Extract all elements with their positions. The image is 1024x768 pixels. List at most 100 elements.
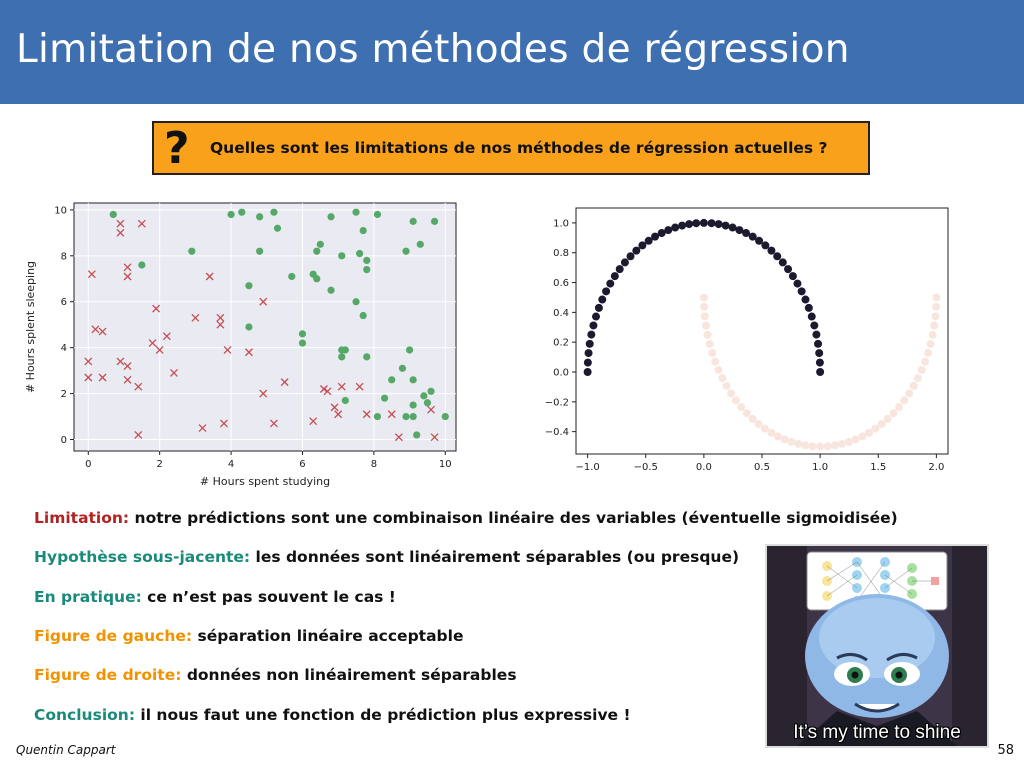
data-point: [259, 297, 268, 306]
bullet-line: Hypothèse sous-jacente: les données sont…: [34, 548, 739, 566]
data-point: [420, 392, 428, 400]
bullet-line: Limitation: notre prédictions sont une c…: [34, 509, 898, 527]
data-point: [327, 213, 335, 221]
data-point: [323, 387, 332, 396]
data-point: [219, 419, 228, 428]
data-point: [387, 410, 396, 419]
data-point: [700, 302, 709, 311]
megamind-illustration: [767, 546, 987, 746]
data-point: [737, 403, 746, 412]
right-moons-plot: −1.0 −0.5 0.0 0.5 1.0 1.5 2.0 −0.4 −0.2 0.0 0.2 0.4…: [545, 207, 949, 473]
data-point: [708, 348, 717, 357]
data-point: [810, 321, 819, 330]
question-box: ? Quelles sont les limitations de nos mé…: [152, 121, 870, 175]
data-point: [844, 437, 853, 446]
bullet-label: Conclusion:: [34, 706, 136, 724]
data-point: [909, 381, 918, 390]
data-point: [793, 279, 802, 288]
data-point: [591, 312, 600, 321]
data-point: [644, 236, 653, 245]
x-tick-label: 0: [85, 459, 91, 470]
data-point: [116, 219, 125, 228]
data-point: [288, 272, 296, 281]
data-point: [913, 374, 922, 383]
data-point: [823, 442, 832, 451]
data-point: [727, 389, 736, 398]
y-tick-label: 1.0: [553, 218, 569, 229]
data-point: [273, 224, 282, 232]
data-point: [761, 241, 770, 250]
data-point: [398, 364, 407, 372]
data-point: [355, 382, 364, 391]
bullet-text: ce n’est pas souvent le cas !: [141, 588, 396, 606]
x-tick-label: 2: [156, 459, 162, 470]
y-tick-label: 0.6: [553, 278, 569, 289]
data-point: [877, 420, 886, 429]
data-point: [742, 409, 751, 418]
data-point: [610, 272, 619, 281]
bullet-line: Figure de droite: données non linéaireme…: [34, 666, 517, 684]
x-axis-label: # Hours spent studying: [200, 475, 330, 488]
x-tick-label: 0.5: [754, 462, 770, 473]
data-point: [707, 219, 716, 228]
data-point: [701, 321, 710, 330]
data-point: [714, 365, 723, 374]
data-point: [815, 349, 824, 358]
data-point: [889, 409, 898, 418]
data-point: [359, 311, 367, 320]
data-point: [441, 412, 449, 421]
x-tick-label: 8: [371, 459, 377, 470]
data-point: [931, 312, 940, 321]
data-point: [84, 357, 93, 366]
data-point: [380, 394, 389, 402]
data-point: [584, 349, 593, 358]
data-point: [837, 439, 846, 448]
data-point: [134, 430, 143, 439]
data-point: [245, 323, 253, 331]
data-point: [700, 312, 709, 321]
data-point: [626, 252, 635, 261]
data-point: [816, 442, 825, 451]
title-bar: Limitation de nos méthodes de régression: [0, 0, 1024, 104]
data-point: [830, 441, 839, 450]
data-point: [814, 339, 823, 348]
data-point: [632, 246, 641, 255]
data-point: [198, 424, 207, 432]
meme-caption: It’s my time to shine: [793, 722, 961, 743]
data-point: [788, 272, 797, 281]
data-point: [352, 298, 360, 306]
data-point: [664, 226, 673, 235]
data-point: [767, 428, 776, 437]
data-point: [123, 375, 132, 384]
data-point: [735, 226, 744, 235]
data-point: [598, 295, 607, 304]
data-point: [721, 221, 730, 230]
data-point: [773, 432, 782, 441]
bullet-label: Figure de gauche:: [34, 627, 193, 645]
data-point: [188, 247, 196, 255]
bullet-text: données non linéairement séparables: [181, 666, 517, 684]
data-point: [256, 247, 264, 255]
data-point: [319, 385, 328, 393]
data-point: [760, 424, 769, 433]
data-point: [755, 236, 764, 245]
data-point: [91, 325, 100, 334]
y-axis-label: # Hours splent sleeping: [24, 261, 37, 393]
data-point: [309, 417, 318, 426]
data-point: [363, 256, 371, 265]
data-point: [754, 420, 763, 429]
data-point: [402, 412, 410, 421]
bullet-label: Limitation:: [34, 509, 130, 527]
data-point: [794, 439, 803, 448]
data-point: [430, 433, 439, 442]
data-point: [780, 435, 789, 444]
data-point: [313, 247, 321, 255]
data-point: [269, 419, 278, 428]
slide-title: Limitation de nos méthodes de régression: [16, 27, 850, 72]
data-point: [883, 414, 892, 423]
x-tick-label: 1.0: [812, 462, 828, 473]
data-point: [152, 304, 161, 313]
data-point: [388, 376, 396, 384]
data-point: [162, 332, 171, 341]
data-point: [930, 321, 939, 330]
